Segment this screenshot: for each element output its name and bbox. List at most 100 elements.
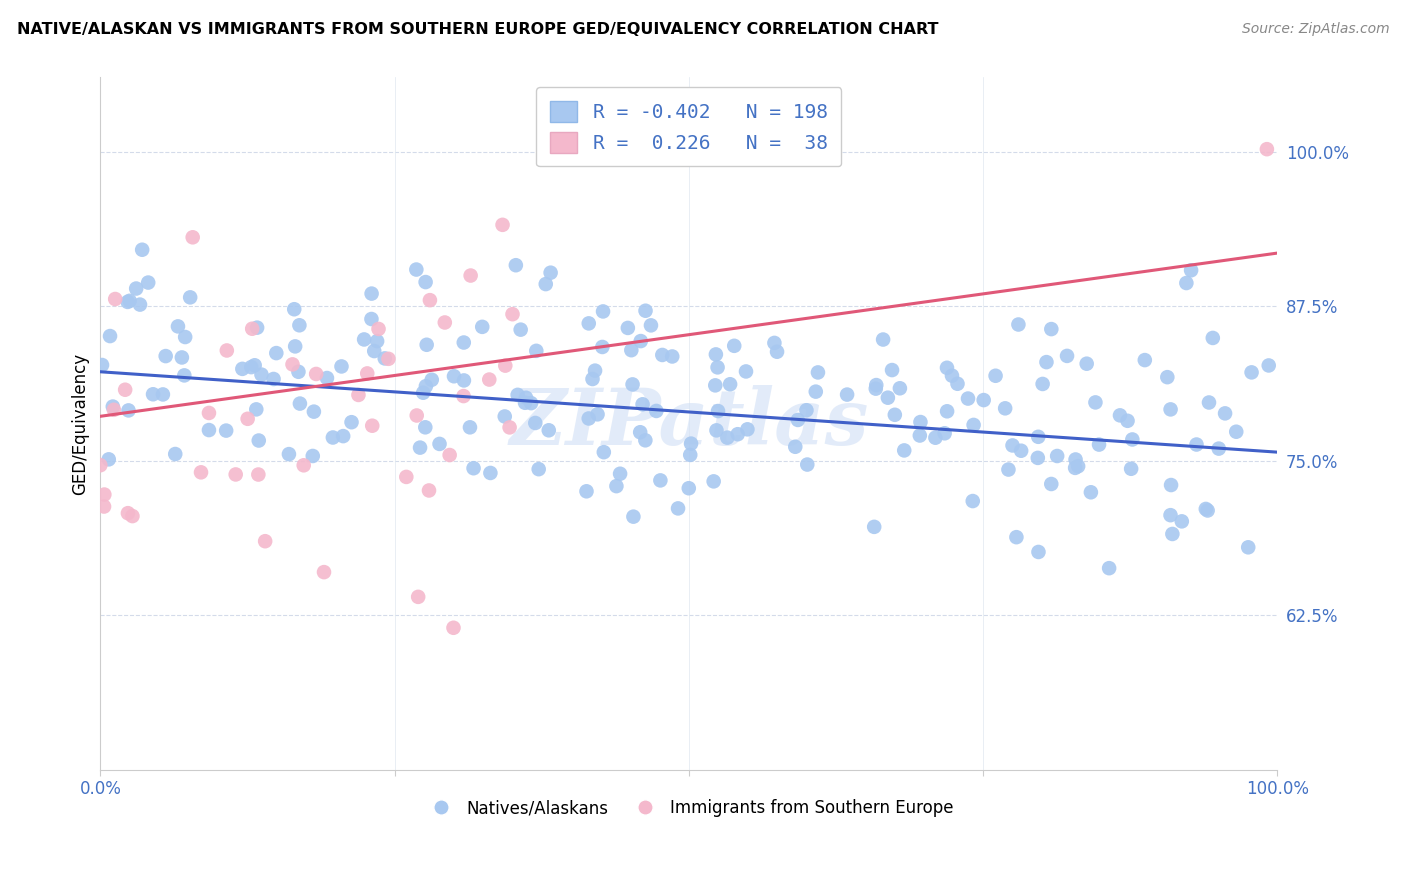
Point bbox=[889, 381, 911, 395]
Point bbox=[263, 372, 285, 386]
Point bbox=[395, 470, 418, 484]
Point bbox=[360, 312, 382, 326]
Point bbox=[540, 266, 562, 280]
Point bbox=[284, 339, 307, 353]
Point bbox=[340, 415, 363, 429]
Point bbox=[198, 406, 221, 420]
Point bbox=[586, 407, 609, 421]
Point bbox=[835, 387, 858, 401]
Point bbox=[1026, 450, 1049, 465]
Point bbox=[1202, 331, 1225, 345]
Point bbox=[621, 377, 644, 392]
Point bbox=[578, 411, 600, 425]
Text: NATIVE/ALASKAN VS IMMIGRANTS FROM SOUTHERN EUROPE GED/EQUIVALENCY CORRELATION CH: NATIVE/ALASKAN VS IMMIGRANTS FROM SOUTHE… bbox=[17, 22, 938, 37]
Point bbox=[592, 304, 614, 318]
Point bbox=[620, 343, 643, 358]
Point bbox=[706, 423, 728, 437]
Point bbox=[716, 431, 738, 445]
Point bbox=[330, 359, 353, 374]
Point bbox=[723, 339, 745, 353]
Point bbox=[1160, 508, 1182, 523]
Point bbox=[1171, 514, 1194, 528]
Point bbox=[1133, 353, 1156, 368]
Point bbox=[494, 359, 516, 373]
Point bbox=[628, 425, 651, 440]
Point bbox=[609, 467, 631, 481]
Point bbox=[420, 373, 443, 387]
Point bbox=[246, 320, 269, 334]
Point bbox=[360, 286, 382, 301]
Point bbox=[505, 258, 527, 272]
Point bbox=[478, 373, 501, 387]
Point bbox=[766, 344, 789, 359]
Point bbox=[513, 396, 536, 410]
Point bbox=[1175, 276, 1198, 290]
Point bbox=[1064, 452, 1087, 467]
Point bbox=[215, 343, 238, 358]
Point bbox=[651, 348, 673, 362]
Point bbox=[666, 501, 689, 516]
Point bbox=[1010, 443, 1032, 458]
Point bbox=[198, 423, 221, 437]
Point bbox=[142, 387, 165, 401]
Point bbox=[419, 293, 441, 307]
Point bbox=[93, 487, 115, 501]
Point bbox=[231, 362, 253, 376]
Point bbox=[277, 447, 299, 461]
Point bbox=[962, 417, 984, 432]
Point bbox=[117, 294, 139, 309]
Point bbox=[353, 333, 375, 347]
Point bbox=[623, 509, 645, 524]
Point bbox=[735, 364, 758, 378]
Point bbox=[645, 404, 668, 418]
Point bbox=[415, 275, 437, 289]
Point bbox=[443, 369, 465, 384]
Point bbox=[787, 413, 810, 427]
Point bbox=[287, 365, 309, 379]
Point bbox=[460, 268, 482, 283]
Point bbox=[283, 302, 305, 317]
Point bbox=[1208, 442, 1230, 456]
Point bbox=[956, 392, 979, 406]
Point bbox=[1160, 478, 1182, 492]
Point bbox=[1046, 449, 1069, 463]
Point bbox=[1001, 438, 1024, 452]
Point bbox=[872, 333, 894, 347]
Point bbox=[520, 396, 543, 410]
Point bbox=[247, 467, 270, 482]
Point bbox=[1156, 370, 1178, 384]
Y-axis label: GED/Equivalency: GED/Equivalency bbox=[72, 352, 89, 495]
Point bbox=[405, 409, 427, 423]
Point bbox=[167, 319, 190, 334]
Point bbox=[707, 404, 730, 418]
Point bbox=[1195, 502, 1218, 516]
Point bbox=[405, 262, 427, 277]
Point bbox=[634, 303, 657, 318]
Text: Source: ZipAtlas.com: Source: ZipAtlas.com bbox=[1241, 22, 1389, 37]
Point bbox=[718, 377, 741, 392]
Point bbox=[347, 388, 370, 402]
Point bbox=[179, 290, 201, 304]
Point bbox=[181, 230, 204, 244]
Point bbox=[936, 404, 959, 418]
Point bbox=[984, 368, 1007, 383]
Point bbox=[301, 449, 323, 463]
Point bbox=[131, 243, 153, 257]
Point bbox=[1116, 414, 1139, 428]
Point bbox=[634, 434, 657, 448]
Point bbox=[703, 475, 725, 489]
Point bbox=[240, 322, 263, 336]
Point bbox=[704, 378, 727, 392]
Point bbox=[617, 321, 640, 335]
Point bbox=[1109, 409, 1132, 423]
Point bbox=[537, 423, 560, 437]
Point bbox=[322, 430, 344, 444]
Point bbox=[661, 350, 683, 364]
Point bbox=[121, 509, 143, 524]
Point bbox=[1028, 545, 1050, 559]
Text: ZIPatlas: ZIPatlas bbox=[509, 385, 869, 462]
Point bbox=[101, 400, 124, 414]
Point bbox=[458, 420, 481, 434]
Point bbox=[155, 349, 177, 363]
Point bbox=[807, 366, 830, 380]
